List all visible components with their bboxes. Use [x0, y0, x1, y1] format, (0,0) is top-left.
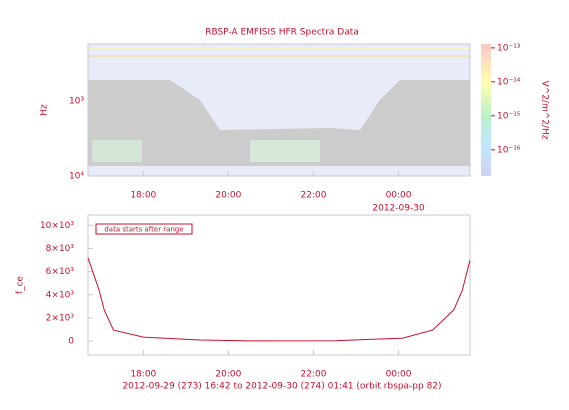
date-label: 2012-09-30	[372, 204, 425, 214]
annotation: data starts after range	[104, 226, 183, 234]
y-tick-label: 4×10³	[46, 290, 75, 300]
y-tick-label: 6×10³	[46, 267, 75, 277]
colorbar-tick-label: 10⁻¹³	[497, 43, 521, 53]
y-tick-label: 10³	[69, 96, 84, 106]
x-tick-label: 20:00	[215, 191, 241, 201]
bottom-frame	[87, 214, 471, 356]
colorbar-tick-label: 10⁻¹⁶	[497, 145, 521, 155]
y-axis-label: Hz	[40, 104, 50, 116]
top-frame	[87, 43, 471, 177]
x-axis-label: 2012-09-29 (273) 16:42 to 2012-09-30 (27…	[122, 382, 441, 392]
annotation-box	[95, 223, 193, 235]
chart-title: RBSP-A EMFISIS HFR Spectra Data	[205, 28, 359, 38]
y-tick-label: 0	[68, 337, 74, 347]
y-axis-label: f_ce	[16, 275, 26, 294]
y-tick-label: 2×10³	[46, 313, 75, 323]
x-tick-label: 20:00	[215, 370, 241, 380]
spectrogram-image	[88, 44, 470, 176]
colorbar-tick-label: 10⁻¹⁴	[497, 77, 521, 87]
x-tick-label: 18:00	[130, 370, 156, 380]
colorbar	[481, 44, 491, 176]
x-tick-label: 00:00	[386, 191, 412, 201]
y-tick-label: 8×10³	[46, 244, 75, 254]
y-tick-label: 10⁴	[69, 172, 84, 182]
x-tick-label: 00:00	[386, 370, 412, 380]
colorbar-tick-label: 10⁻¹⁵	[497, 111, 521, 121]
x-tick-label: 18:00	[130, 191, 156, 201]
colorbar-label: V^2/m^2/Hz	[540, 80, 550, 139]
y-tick-label: 10×10³	[40, 221, 74, 231]
x-tick-label: 22:00	[300, 370, 326, 380]
line-series	[87, 257, 471, 342]
x-tick-label: 22:00	[300, 191, 326, 201]
